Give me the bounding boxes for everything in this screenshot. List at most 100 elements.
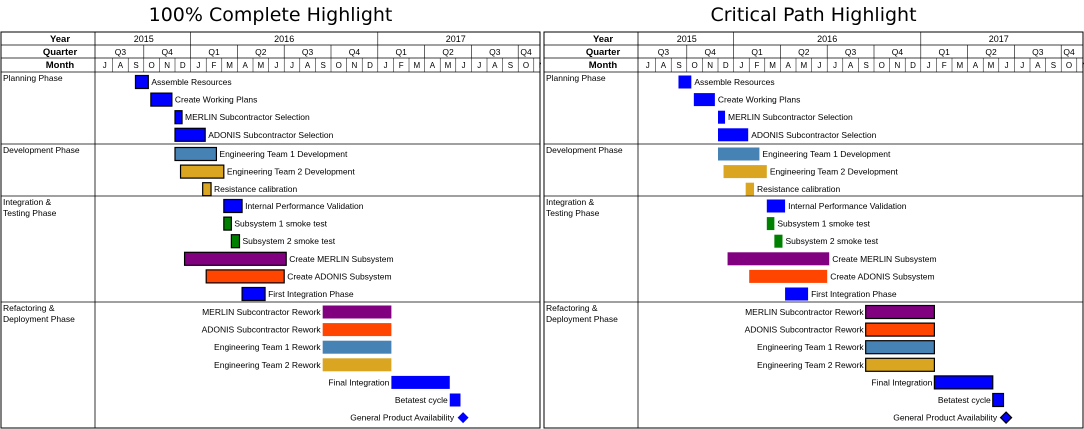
chart-title: Critical Path Highlight <box>710 4 917 26</box>
month-tick-label: A <box>1035 61 1041 70</box>
month-tick-label: M <box>445 61 452 70</box>
quarter-tick-label: Q4 <box>705 47 717 57</box>
quarter-tick-label: Q3 <box>845 47 857 57</box>
task-bar <box>693 93 715 107</box>
month-tick-label: A <box>786 61 792 70</box>
month-tick-label: O <box>691 61 697 70</box>
month-tick-label: A <box>305 61 311 70</box>
month-tick-label: N <box>707 61 713 70</box>
task-label: General Product Availability <box>893 413 998 423</box>
task-label: General Product Availability <box>350 413 455 423</box>
year-tick-label: 2015 <box>677 34 697 44</box>
phase-label: Integration & Testing Phase <box>3 197 57 218</box>
month-tick-label: M <box>800 61 807 70</box>
month-tick-label: J <box>833 61 837 70</box>
task-label: Resistance calibration <box>757 184 840 194</box>
quarter-tick-label: Q4 <box>349 47 361 57</box>
quarter-tick-label: Q2 <box>985 47 997 57</box>
year-header-label: Year <box>50 34 70 45</box>
task-bar <box>865 304 935 320</box>
quarter-tick-label: Q4 <box>892 47 904 57</box>
month-header-label: Month <box>589 60 618 71</box>
month-tick-label: A <box>661 61 667 70</box>
task-bar <box>205 269 285 284</box>
month-tick-label: A <box>492 61 498 70</box>
task-label: First Integration Phase <box>811 289 897 299</box>
task-bar <box>179 164 225 179</box>
task-bar <box>223 216 232 231</box>
phase-label: Refactoring & Deployment Phase <box>546 303 618 324</box>
month-tick-label: D <box>180 61 186 70</box>
month-tick-label: M <box>413 61 420 70</box>
gantt-chart: Year Quarter Month 2015 2016 2017 Q3 Q4 Q1 Q2 Q3 Q4… <box>0 31 541 429</box>
milestone-marker <box>999 411 1013 424</box>
year-tick-label: 2016 <box>817 34 837 44</box>
quarter-tick-label: Q4 <box>1063 47 1075 57</box>
quarter-tick-label: Q1 <box>939 47 951 57</box>
task-label: Betatest cycle <box>938 395 991 405</box>
quarter-header-label: Quarter <box>43 47 78 58</box>
month-tick-label: F <box>212 61 217 70</box>
task-bar <box>749 269 828 283</box>
month-tick-label: J <box>384 61 388 70</box>
task-bar <box>391 375 450 389</box>
task-label: ADONIS Subcontractor Rework <box>745 325 865 335</box>
task-label: ADONIS Subcontractor Selection <box>208 130 333 140</box>
task-bar <box>223 198 243 214</box>
month-tick-label: J <box>462 61 466 70</box>
quarter-tick-label: Q1 <box>751 47 763 57</box>
task-label: ADONIS Subcontractor Selection <box>751 130 876 140</box>
month-tick-label: S <box>1051 61 1056 70</box>
year-header-label: Year <box>593 34 613 45</box>
year-tick-label: 2015 <box>134 34 154 44</box>
month-tick-label: D <box>367 61 373 70</box>
task-label: Internal Performance Validation <box>245 201 364 211</box>
task-label: Internal Performance Validation <box>788 201 907 211</box>
month-tick-label: J <box>1020 61 1024 70</box>
phase-label: Refactoring & Deployment Phase <box>3 303 75 324</box>
task-label: ADONIS Subcontractor Rework <box>202 325 322 335</box>
quarter-header-label: Quarter <box>586 47 621 58</box>
year-tick-label: 2017 <box>446 34 466 44</box>
task-label: Create ADONIS Subsystem <box>830 271 934 281</box>
task-label: Engineering Team 1 Rework <box>214 342 321 352</box>
task-bar <box>174 146 218 162</box>
chart-border <box>543 31 1084 429</box>
task-bar <box>785 287 809 301</box>
task-bar <box>865 340 935 355</box>
quarter-tick-label: Q1 <box>208 47 220 57</box>
task-label: Final Integration <box>328 377 389 387</box>
task-bar <box>134 74 149 90</box>
phase-label: Development Phase <box>3 145 80 155</box>
task-bar <box>322 305 392 319</box>
month-tick-label: F <box>942 61 947 70</box>
month-tick-label: J <box>274 61 278 70</box>
task-label: Engineering Team 1 Rework <box>757 342 864 352</box>
month-tick-label: J <box>646 61 650 70</box>
month-tick-label: M <box>769 61 776 70</box>
month-tick-label: J <box>196 61 200 70</box>
month-tick-label: D <box>723 61 729 70</box>
quarter-tick-label: Q3 <box>115 47 127 57</box>
month-tick-label: A <box>118 61 124 70</box>
task-bar <box>241 286 266 302</box>
phase-label: Development Phase <box>546 145 623 155</box>
month-tick-label: S <box>508 61 513 70</box>
task-bar <box>322 323 392 337</box>
month-tick-label: J <box>817 61 821 70</box>
month-tick-label: N <box>895 61 901 70</box>
chart-border <box>0 31 541 429</box>
task-label: Engineering Team 1 Development <box>219 149 348 159</box>
month-header-label: Month <box>46 60 75 71</box>
month-tick-label: O <box>879 61 885 70</box>
task-bar <box>718 128 749 142</box>
year-tick-label: 2017 <box>989 34 1009 44</box>
month-tick-label: J <box>477 61 481 70</box>
month-tick-label: O <box>1066 61 1072 70</box>
task-bar <box>322 358 392 372</box>
phase-label: Planning Phase <box>3 73 63 83</box>
month-tick-label: F <box>755 61 760 70</box>
task-bar <box>933 375 994 390</box>
task-label: Subsystem 1 smoke test <box>777 219 870 229</box>
quarter-tick-label: Q2 <box>442 47 454 57</box>
